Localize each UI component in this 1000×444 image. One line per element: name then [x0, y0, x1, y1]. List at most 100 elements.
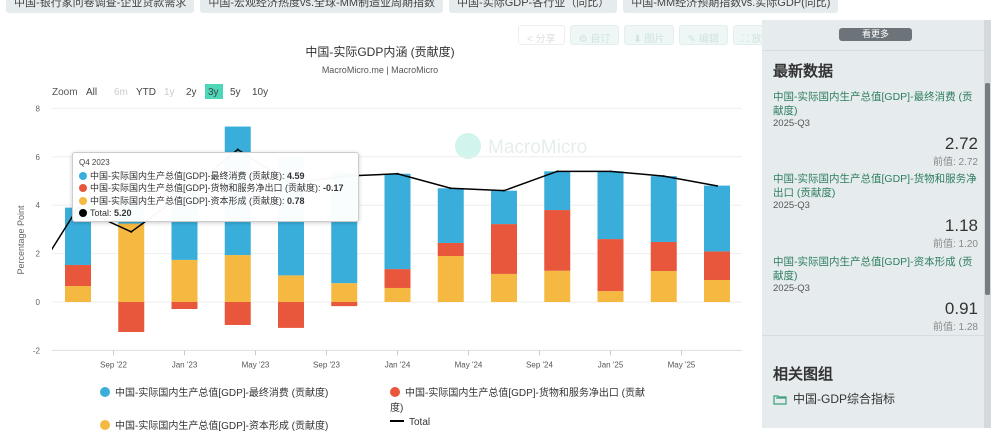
total-point[interactable]: [609, 170, 612, 173]
total-point[interactable]: [503, 189, 505, 192]
y-tick-label: 8: [36, 104, 41, 113]
indicator-value: 1.18: [944, 216, 978, 235]
watermark: MacroMicro: [455, 133, 587, 159]
related-chart-tags: 中国-银行家问卷调查-企业贷款需求 中国-宏观经济热度vs.全球-MM制造业周期…: [6, 0, 839, 13]
bar-capital[interactable]: [224, 255, 251, 302]
scrollbar-thumb[interactable]: [985, 83, 990, 295]
bar-net_exports[interactable]: [384, 269, 411, 288]
bar-net_exports[interactable]: [650, 241, 677, 272]
total-line[interactable]: [25, 148, 718, 293]
total-point[interactable]: [236, 148, 239, 151]
bar-consumption[interactable]: [384, 173, 411, 270]
indicator-name[interactable]: 中国-实际国内生产总值[GDP]-货物和服务净出口 (贡献度): [773, 173, 977, 199]
zoom-YTD[interactable]: YTD: [136, 87, 156, 98]
customize-button[interactable]: ⚙ 自订: [569, 25, 620, 45]
tag-chip[interactable]: 中国-MM经济预期指数vs.实际GDP(同比): [623, 0, 839, 13]
bar-capital[interactable]: [437, 256, 464, 302]
image-button[interactable]: ⬇ 图片: [624, 25, 674, 45]
bar-capital[interactable]: [597, 291, 624, 302]
bar-consumption[interactable]: [704, 185, 730, 252]
bar-net_exports[interactable]: [331, 302, 358, 307]
bar-capital[interactable]: [171, 259, 198, 302]
share-button[interactable]: < 分享: [518, 25, 565, 45]
legend-item-consumption[interactable]: 中国-实际国内生产总值[GDP]-最终消费 (贡献度): [100, 384, 390, 414]
bar-net_exports[interactable]: [597, 239, 624, 292]
bar-net_exports[interactable]: [65, 264, 91, 287]
bar-net_exports[interactable]: [171, 302, 198, 310]
indicator-name[interactable]: 中国-实际国内生产总值[GDP]-资本形成 (贡献度): [773, 256, 973, 282]
tooltip-label: 中国-实际国内生产总值[GDP]-资本形成 (贡献度):: [90, 195, 287, 206]
zoom-2y[interactable]: 2y: [186, 87, 197, 98]
legend-item-capital[interactable]: 中国-实际国内生产总值[GDP]-资本形成 (贡献度): [100, 417, 390, 432]
total-point[interactable]: [556, 170, 559, 173]
bar-net_exports[interactable]: [544, 210, 571, 271]
gdp-contribution-chart[interactable]: 中国-实际GDP内涵 (贡献度) MacroMicro.me | MacroMic…: [0, 40, 760, 380]
bar-capital[interactable]: [65, 286, 91, 302]
latest-data-item[interactable]: 中国-实际国内生产总值[GDP]-最终消费 (贡献度) 2025-Q3 2.72 前值…: [773, 90, 978, 168]
edit-button[interactable]: ✎ 编辑: [678, 25, 728, 45]
zoom-All[interactable]: All: [86, 87, 97, 98]
tag-chip[interactable]: 中国-银行家问卷调查-企业贷款需求: [6, 0, 195, 13]
tooltip-label: Total:: [90, 208, 115, 218]
chart-subtitle: MacroMicro.me | MacroMicro: [322, 65, 438, 75]
zoom-option-label: 5y: [230, 87, 241, 98]
latest-data-item[interactable]: 中国-实际国内生产总值[GDP]-资本形成 (贡献度) 2025-Q3 0.91 前值…: [773, 255, 978, 333]
total-point[interactable]: [396, 172, 399, 175]
indicator-value: 2.72: [944, 134, 978, 153]
bar-net_exports[interactable]: [437, 242, 464, 257]
legend-item-net_exports[interactable]: 中国-实际国内生产总值[GDP]-货物和服务净出口 (贡献度): [390, 384, 650, 414]
y-tick-label: -2: [33, 346, 41, 355]
related-group-link[interactable]: 中国-GDP综合指标: [773, 390, 895, 407]
share-label: 分享: [535, 34, 556, 45]
tag-chip[interactable]: 中国-宏观经济热度vs.全球-MM制造业周期指数: [200, 0, 444, 13]
bar-capital[interactable]: [118, 223, 145, 302]
zoom-5y[interactable]: 5y: [230, 87, 241, 98]
bar-capital[interactable]: [278, 275, 304, 302]
zoom-selected-bg: [205, 84, 223, 99]
zoom-1y: 1y: [164, 87, 175, 98]
folder-icon: [773, 394, 787, 405]
x-tick-label: May '24: [455, 360, 483, 369]
x-tick-label: Sep '24: [526, 360, 553, 369]
tooltip-label: 中国-实际国内生产总值[GDP]-货物和服务净出口 (贡献度):: [90, 183, 323, 193]
bar-capital[interactable]: [331, 283, 358, 302]
bar-consumption[interactable]: [491, 190, 517, 225]
bar-consumption[interactable]: [437, 188, 464, 243]
see-more-button[interactable]: 看更多: [839, 28, 912, 41]
x-tick-label: May '23: [242, 360, 270, 369]
tag-chip[interactable]: 中国-实际GDP-各行业（同比）: [449, 0, 618, 13]
total-point[interactable]: [130, 230, 133, 233]
total-point[interactable]: [662, 175, 665, 178]
total-point[interactable]: [716, 184, 718, 187]
legend-item-total[interactable]: Total: [390, 417, 650, 432]
bar-net_exports[interactable]: [118, 302, 145, 333]
chart-legend: 中国-实际国内生产总值[GDP]-最终消费 (贡献度) 中国-实际国内生产总值[G…: [100, 384, 650, 432]
bar-capital[interactable]: [384, 287, 411, 302]
bar-net_exports[interactable]: [278, 302, 304, 328]
bar-consumption[interactable]: [597, 171, 624, 240]
series-dot-icon: [79, 184, 87, 192]
indicator-name[interactable]: 中国-实际国内生产总值[GDP]-最终消费 (贡献度): [773, 91, 973, 117]
y-tick-label: 4: [36, 201, 41, 210]
bar-capital[interactable]: [650, 271, 677, 302]
latest-data-title: 最新数据: [773, 63, 834, 80]
series-dot-icon: [100, 387, 110, 397]
bar-net_exports[interactable]: [224, 302, 251, 325]
bar-capital[interactable]: [704, 279, 730, 302]
zoom-3y[interactable]: 3y: [205, 84, 223, 99]
bar-net_exports[interactable]: [704, 251, 730, 280]
indicator-previous: 前值: 1.28: [932, 322, 978, 333]
bar-capital[interactable]: [544, 270, 571, 302]
bar-capital[interactable]: [491, 273, 517, 302]
zoom-option-label: YTD: [136, 87, 156, 98]
zoom-10y[interactable]: 10y: [252, 87, 268, 98]
zoom-option-label: All: [86, 87, 97, 98]
bar-consumption[interactable]: [544, 171, 571, 211]
total-point[interactable]: [449, 187, 452, 190]
tooltip-label: 中国-实际国内生产总值[GDP]-最终消费 (贡献度):: [90, 170, 287, 181]
bar-consumption[interactable]: [650, 176, 677, 242]
latest-data-item[interactable]: 中国-实际国内生产总值[GDP]-货物和服务净出口 (贡献度) 2025-Q3 1.…: [773, 172, 978, 250]
tooltip-value: 4.59: [287, 170, 305, 181]
x-tick-label: Sep '22: [100, 360, 127, 369]
bar-net_exports[interactable]: [491, 224, 517, 274]
